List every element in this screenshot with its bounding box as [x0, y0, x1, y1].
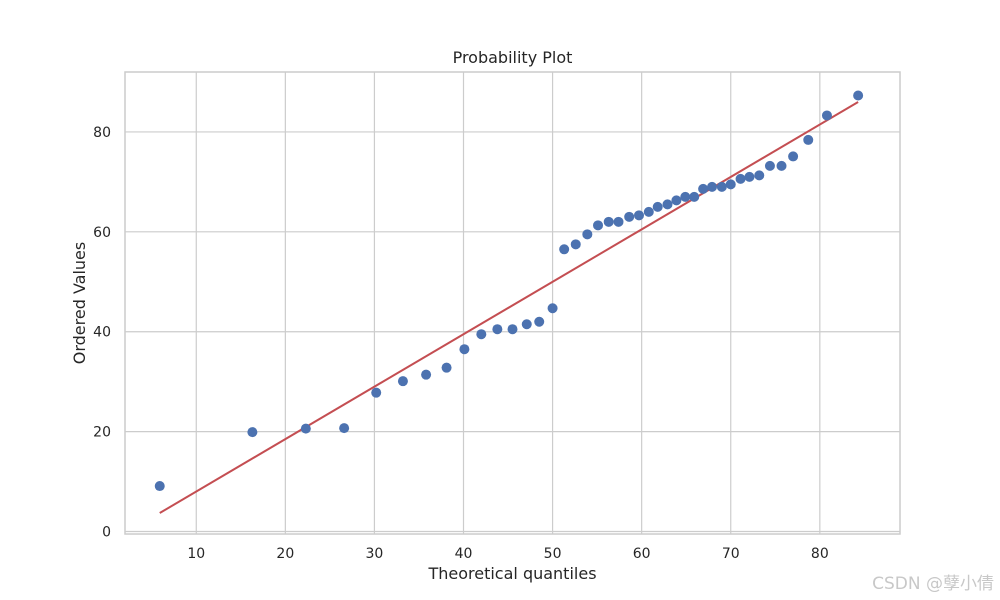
y-axis-label: Ordered Values: [70, 242, 89, 364]
data-point: [459, 344, 470, 355]
data-point: [371, 387, 382, 398]
data-point: [662, 199, 673, 210]
data-point: [154, 481, 165, 492]
data-point: [707, 181, 718, 192]
x-axis-ticks: 10 20 30 40 50 60 70 80: [187, 546, 828, 562]
data-point: [716, 181, 727, 192]
data-point: [689, 191, 700, 202]
x-tick-label: 60: [633, 546, 651, 562]
data-point: [397, 376, 408, 387]
data-point: [744, 171, 755, 182]
data-point: [507, 324, 518, 335]
data-point: [547, 303, 558, 314]
fit-line: [159, 101, 859, 514]
data-point: [671, 195, 682, 206]
y-tick-label: 0: [102, 525, 111, 541]
data-point: [698, 183, 709, 194]
data-point: [725, 179, 736, 190]
x-tick-label: 20: [276, 546, 294, 562]
grid-lines: [125, 72, 900, 534]
data-point: [764, 160, 775, 171]
data-point: [603, 216, 614, 227]
data-point: [476, 329, 487, 340]
x-tick-label: 80: [811, 546, 829, 562]
y-tick-label: 60: [93, 225, 111, 241]
y-axis-ticks: 0 20 40 60 80: [93, 125, 111, 541]
x-axis-label: Theoretical quantiles: [427, 564, 596, 583]
data-point: [633, 210, 644, 221]
data-point: [300, 423, 311, 434]
x-tick-label: 70: [722, 546, 740, 562]
y-tick-label: 40: [93, 325, 111, 341]
chart-title: Probability Plot: [453, 48, 573, 67]
data-point: [593, 220, 604, 231]
data-point: [803, 134, 814, 145]
x-tick-label: 10: [187, 546, 205, 562]
data-point: [821, 110, 832, 121]
data-points: [154, 90, 864, 492]
data-point: [754, 170, 765, 181]
data-point: [652, 201, 663, 212]
y-tick-label: 80: [93, 125, 111, 141]
x-tick-label: 30: [366, 546, 384, 562]
data-point: [582, 229, 593, 240]
data-point: [492, 324, 503, 335]
data-point: [624, 211, 635, 222]
data-point: [339, 423, 350, 434]
data-point: [570, 239, 581, 250]
data-point: [247, 427, 258, 438]
data-point: [613, 216, 624, 227]
data-point: [680, 191, 691, 202]
y-tick-label: 20: [93, 425, 111, 441]
data-point: [441, 362, 452, 373]
x-tick-label: 50: [544, 546, 562, 562]
data-point: [643, 206, 654, 217]
data-point: [853, 90, 864, 101]
data-point: [735, 173, 746, 184]
data-point: [534, 316, 545, 327]
data-point: [421, 369, 432, 380]
plot-frame: [124, 71, 901, 535]
x-tick-label: 40: [455, 546, 473, 562]
data-point: [788, 151, 799, 162]
data-point: [559, 244, 570, 255]
watermark: CSDN @孽小倩: [872, 574, 994, 594]
data-point: [776, 160, 787, 171]
data-point: [521, 319, 532, 330]
